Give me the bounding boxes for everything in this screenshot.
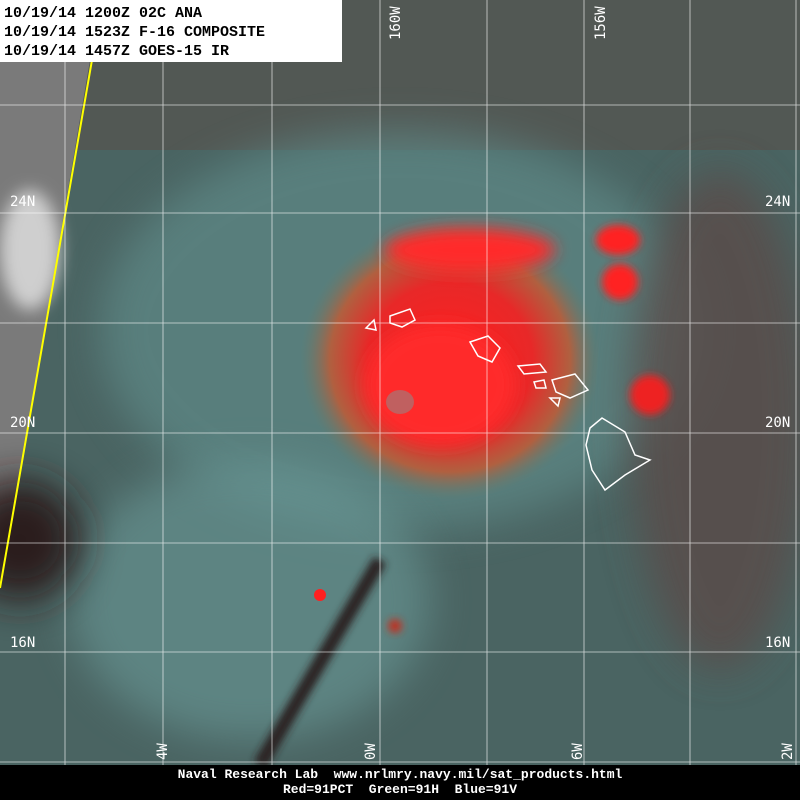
grid	[0, 0, 800, 765]
footer-line: Red=91PCT Green=91H Blue=91V	[283, 782, 517, 797]
header: 10/19/14 1200Z 02C ANA 10/19/14 1523Z F-…	[0, 0, 342, 62]
footer-line: Naval Research Lab www.nrlmry.navy.mil/s…	[178, 767, 623, 782]
left-label: 24N	[10, 194, 35, 210]
imagery	[0, 0, 800, 769]
top-label: 160W	[388, 6, 404, 40]
left-label: 16N	[10, 635, 35, 651]
footer: Naval Research Lab www.nrlmry.navy.mil/s…	[0, 765, 800, 800]
header-line: 10/19/14 1457Z GOES-15 IR	[4, 43, 229, 60]
header-line: 10/19/14 1523Z F-16 COMPOSITE	[4, 24, 265, 41]
left-label: 20N	[10, 415, 35, 431]
bottom-label: 2W	[780, 743, 796, 760]
right-label: 20N	[765, 415, 790, 431]
right-label: 16N	[765, 635, 790, 651]
coastlines	[364, 308, 652, 492]
header-line: 10/19/14 1200Z 02C ANA	[4, 5, 202, 22]
bottom-label: 0W	[363, 743, 379, 760]
top-label: 156W	[593, 6, 609, 40]
right-label: 24N	[765, 194, 790, 210]
bottom-label: 6W	[570, 743, 586, 760]
grid-labels: 160W 156W 24N 20N 16N 24N 20N 16N 4W 0W …	[10, 6, 796, 760]
bottom-label: 4W	[155, 743, 171, 760]
